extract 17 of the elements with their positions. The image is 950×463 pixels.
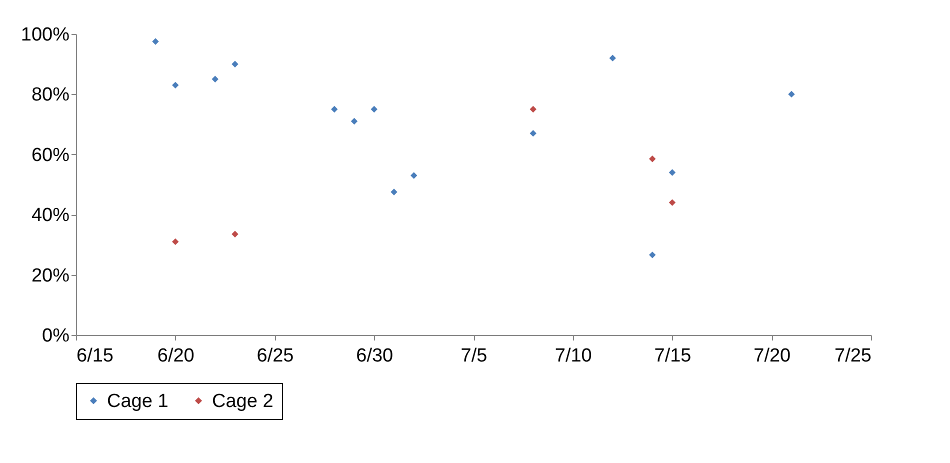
x-tick-label: 6/20 <box>157 346 194 366</box>
y-tick-label: 60% <box>31 144 70 166</box>
x-tick-label: 6/30 <box>356 346 394 366</box>
x-tick-label: 6/25 <box>256 346 294 366</box>
legend-label: Cage 1 <box>107 390 168 412</box>
x-tick-label: 6/15 <box>76 346 114 366</box>
y-tick-label: 20% <box>31 265 70 286</box>
legend-label: Cage 2 <box>212 390 274 412</box>
y-tick-label: 80% <box>31 84 70 106</box>
x-tick-label: 7/10 <box>554 346 592 366</box>
x-tick-label: 7/20 <box>754 346 791 366</box>
y-tick-label: 40% <box>31 205 70 226</box>
y-tick-label: 100% <box>20 24 70 46</box>
x-tick-label: 7/15 <box>654 346 692 366</box>
x-tick-label: 7/25 <box>834 346 872 366</box>
y-tick-label: 0% <box>42 326 70 346</box>
x-tick-label: 7/5 <box>460 346 488 366</box>
